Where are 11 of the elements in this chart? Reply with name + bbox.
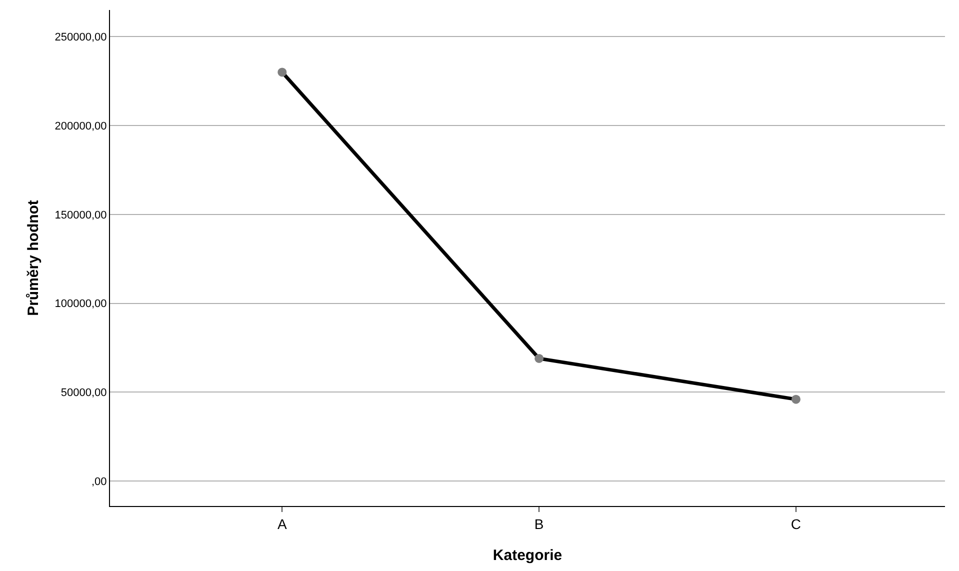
x-tick-label: C — [790, 516, 802, 532]
y-tick-label: 150000,00 — [54, 209, 107, 222]
y-tick-label: 250000,00 — [54, 32, 107, 44]
x-axis-title: Kategorie — [492, 546, 562, 564]
y-tick-label: ,00 — [92, 476, 107, 488]
y-axis-title: Průměry hodnot — [25, 200, 42, 316]
y-tick-label: 200000,00 — [54, 120, 107, 132]
y-tick-label: 50000,00 — [60, 387, 107, 400]
y-tick-label: 100000,00 — [54, 298, 107, 310]
x-tick-label: B — [534, 516, 544, 532]
x-tick-label: A — [277, 516, 288, 532]
